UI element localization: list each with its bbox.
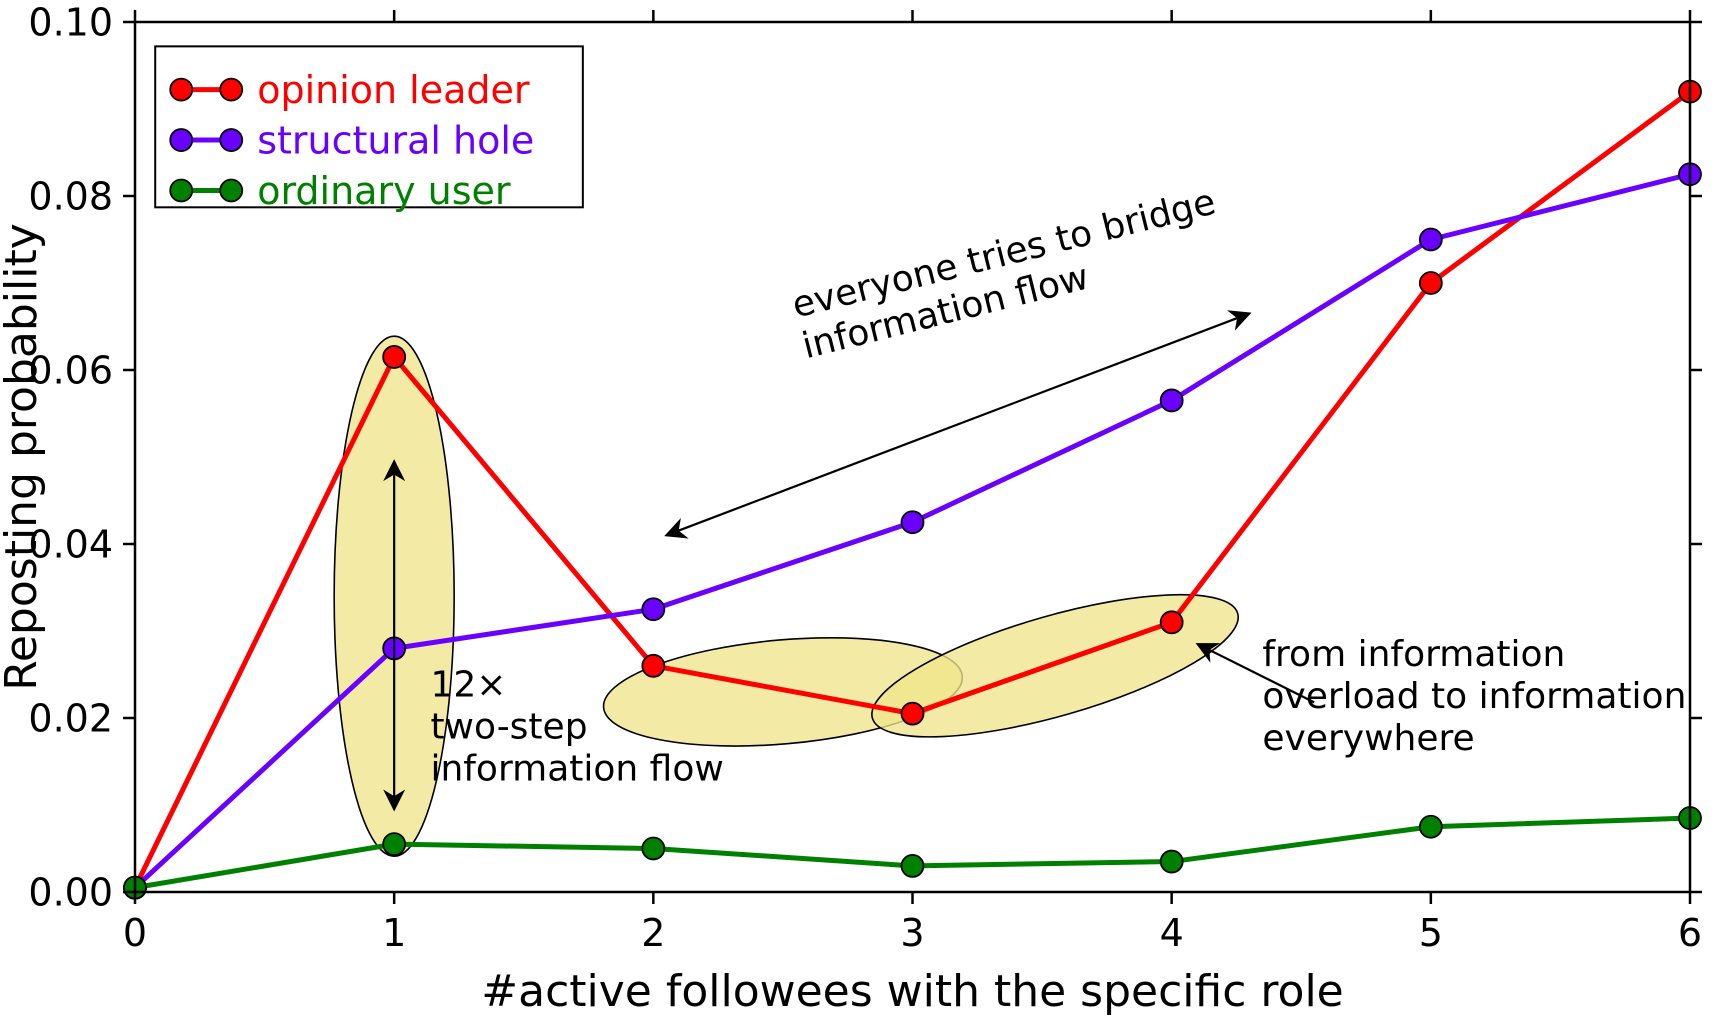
x-tick-label: 6 xyxy=(1678,911,1702,955)
x-tick-label: 5 xyxy=(1419,911,1443,955)
x-tick-label: 3 xyxy=(900,911,924,955)
legend-sample-marker xyxy=(220,180,242,202)
x-axis-label: #active followees with the specific role xyxy=(481,966,1344,1017)
annotation-bridge: everyone tries to bridgeinformation flow xyxy=(788,182,1230,368)
series-marker-structural-hole xyxy=(642,598,664,620)
x-tick-label: 2 xyxy=(641,911,665,955)
series-marker-ordinary-user xyxy=(1420,816,1442,838)
annotation-text-twostep: information flow xyxy=(430,748,723,789)
legend-label: opinion leader xyxy=(257,68,530,112)
annotation-overload: from informationoverload to informatione… xyxy=(1262,634,1686,759)
series-marker-structural-hole xyxy=(1420,229,1442,251)
y-tick-label: 0.08 xyxy=(28,174,113,218)
y-tick-label: 0.00 xyxy=(28,870,113,914)
series-marker-ordinary-user xyxy=(1161,851,1183,873)
legend-sample-marker xyxy=(170,180,192,202)
series-marker-opinion-leader xyxy=(1420,272,1442,294)
series-marker-structural-hole xyxy=(1161,389,1183,411)
series-marker-ordinary-user xyxy=(383,833,405,855)
chart-svg: 01234560.000.020.040.060.080.10#active f… xyxy=(0,0,1728,1035)
y-tick-label: 0.10 xyxy=(28,0,113,44)
y-axis-label: Reposting probability xyxy=(0,223,47,690)
legend-sample-marker xyxy=(170,79,192,101)
legend-label: structural hole xyxy=(257,118,534,162)
series-marker-structural-hole xyxy=(902,511,924,533)
legend-sample-marker xyxy=(220,129,242,151)
legend-label: ordinary user xyxy=(257,169,511,213)
series-marker-ordinary-user xyxy=(642,838,664,860)
series-marker-opinion-leader xyxy=(383,346,405,368)
annotation-text-overload: from information xyxy=(1262,634,1565,675)
x-tick-label: 4 xyxy=(1160,911,1184,955)
series-marker-opinion-leader xyxy=(902,703,924,725)
annotation-text-twostep: 12× xyxy=(430,664,506,705)
series-marker-opinion-leader xyxy=(642,655,664,677)
annotation-text-overload: overload to information xyxy=(1262,676,1686,717)
annotation-text-twostep: two-step xyxy=(430,706,587,747)
chart-container: 01234560.000.020.040.060.080.10#active f… xyxy=(0,0,1728,1035)
legend-sample-marker xyxy=(220,79,242,101)
annotation-text-overload: everywhere xyxy=(1262,718,1474,759)
x-tick-label: 1 xyxy=(382,911,406,955)
x-tick-label: 0 xyxy=(123,911,147,955)
y-tick-label: 0.02 xyxy=(28,696,113,740)
legend-sample-marker xyxy=(170,129,192,151)
series-marker-opinion-leader xyxy=(1161,611,1183,633)
series-marker-ordinary-user xyxy=(902,855,924,877)
